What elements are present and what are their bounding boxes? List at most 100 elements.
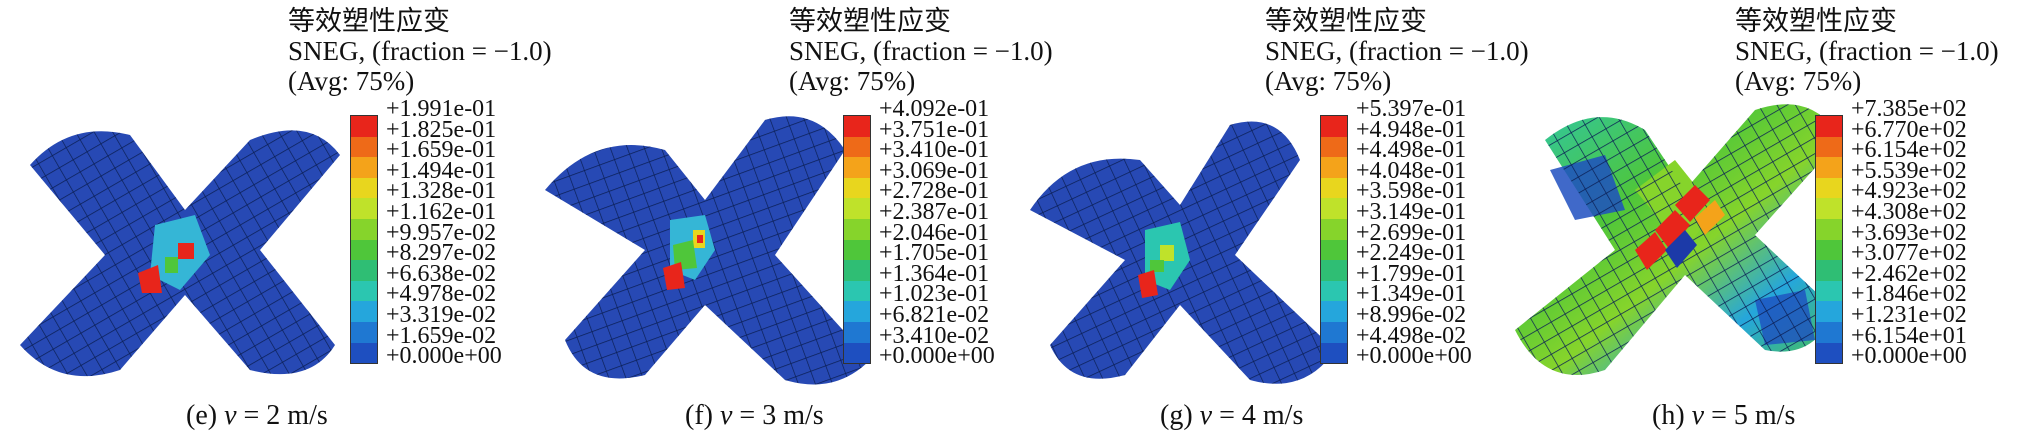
legend-swatch: [844, 177, 870, 199]
legend-swatch: [844, 280, 870, 302]
color-bar: [843, 115, 871, 365]
legend-swatch: [844, 239, 870, 261]
legend-tick-label: +6.638e-02: [386, 260, 497, 287]
panel-e: 等效塑性应变 SNEG, (fraction = −1.0) (Avg: 75%…: [0, 0, 552, 440]
legend-swatch: [1321, 239, 1347, 261]
caption: (e) v = 2 m/s: [186, 400, 328, 431]
legend-tick-label: +1.846e+02: [1851, 281, 1967, 308]
legend-swatch: [844, 342, 870, 364]
legend-swatch: [351, 116, 377, 137]
legend-tick-label: +1.349e-01: [1356, 281, 1467, 308]
legend-swatch: [351, 198, 377, 219]
legend-swatch: [1321, 136, 1347, 158]
legend-swatch: [351, 218, 377, 240]
legend-tick-label: +3.693e+02: [1851, 219, 1967, 246]
legend-swatch: [351, 301, 377, 322]
panel-g: 等效塑性应变 SNEG, (fraction = −1.0) (Avg: 75%…: [1010, 0, 1529, 440]
legend-swatch: [351, 177, 377, 199]
legend-tick-label: +5.397e-01: [1356, 96, 1467, 122]
legend-tick-label: +1.231e+02: [1851, 301, 1967, 328]
legend-swatch: [1816, 157, 1842, 178]
legend-swatch: [1321, 342, 1347, 364]
legend-tick-label: +1.659e-01: [386, 137, 497, 164]
legend-tick-label: +7.385e+02: [1851, 96, 1967, 122]
fea-model-image: [1030, 121, 1335, 384]
legend-tick-label: +3.319e-02: [386, 301, 497, 328]
legend-swatch: [351, 239, 377, 261]
legend-tick-label: +4.048e-01: [1356, 157, 1467, 184]
legend-tick-label: +3.410e-02: [879, 322, 990, 349]
legend-tick-labels: +1.991e-01 +1.825e-01 +1.659e-01 +1.494e-01…: [386, 96, 502, 370]
legend-tick-label: +3.149e-01: [1356, 198, 1467, 225]
legend-tick-label: +3.077e+02: [1851, 240, 1967, 267]
legend-variable: SNEG, (fraction = −1.0): [789, 36, 1053, 66]
color-bar: [350, 115, 378, 365]
legend-variable: SNEG, (fraction = −1.0): [1735, 36, 1999, 66]
legend-tick-labels: +7.385e+02 +6.770e+02 +6.154e+02 +5.539e+02…: [1851, 96, 1967, 368]
legend-swatch: [844, 136, 870, 158]
legend-tick-label: +1.328e-01: [386, 178, 497, 205]
legend-swatch: [844, 116, 870, 137]
legend-swatch: [844, 301, 870, 322]
legend-swatch: [351, 280, 377, 302]
legend-tick-label: +0.000e+00: [1356, 343, 1472, 370]
legend-tick-label: +3.410e-01: [879, 137, 990, 164]
legend-swatch: [1816, 136, 1842, 158]
legend-tick-label: +1.162e-01: [386, 198, 497, 225]
legend-tick-label: +4.498e-01: [1356, 137, 1467, 164]
legend-swatch: [844, 198, 870, 219]
legend-tick-label: +4.948e-01: [1356, 116, 1467, 143]
legend-tick-label: +2.046e-01: [879, 219, 990, 246]
caption: (g) v = 4 m/s: [1160, 400, 1304, 431]
legend-swatch: [844, 260, 870, 281]
fea-model-image: [545, 116, 870, 385]
legend-tick-label: +4.308e+02: [1851, 198, 1967, 225]
legend-tick-labels: +5.397e-01 +4.948e-01 +4.498e-01 +4.048e-01…: [1356, 96, 1472, 370]
legend-tick-label: +0.000e+00: [879, 343, 995, 370]
legend-swatch: [1321, 218, 1347, 240]
legend-swatch: [351, 342, 377, 364]
legend-avg: (Avg: 75%): [288, 66, 415, 96]
legend-tick-label: +1.364e-01: [879, 260, 990, 287]
legend-tick-label: +8.996e-02: [1356, 301, 1467, 328]
legend-tick-label: +6.154e+02: [1851, 137, 1967, 164]
legend-tick-label: +6.821e-02: [879, 301, 990, 328]
fea-model-image: [1515, 104, 1840, 376]
legend-tick-label: +1.991e-01: [386, 96, 497, 122]
legend-tick-label: +2.249e-01: [1356, 240, 1467, 267]
legend-tick-label: +3.751e-01: [879, 116, 990, 143]
caption: (h) v = 5 m/s: [1652, 400, 1796, 431]
color-bar: [1320, 115, 1348, 365]
legend-tick-label: +3.598e-01: [1356, 178, 1467, 205]
legend-swatch: [1816, 239, 1842, 261]
legend-swatch: [1321, 280, 1347, 302]
legend-swatch: [1321, 157, 1347, 178]
legend-avg: (Avg: 75%): [789, 66, 916, 96]
legend-swatch: [351, 157, 377, 178]
legend-swatch: [1816, 116, 1842, 137]
legend-tick-label: +2.462e+02: [1851, 260, 1967, 287]
legend-tick-label: +2.728e-01: [879, 178, 990, 205]
legend-tick-label: +1.494e-01: [386, 157, 497, 184]
legend-swatch: [351, 136, 377, 158]
legend-swatch: [844, 157, 870, 178]
caption: (f) v = 3 m/s: [685, 400, 824, 431]
legend-swatch: [1816, 177, 1842, 199]
fea-model-image: [20, 130, 340, 377]
legend-swatch: [1321, 301, 1347, 322]
legend-swatch: [351, 321, 377, 343]
legend-swatch: [1321, 321, 1347, 343]
color-bar: [1815, 115, 1843, 365]
legend-swatch: [351, 260, 377, 281]
panel-h: 等效塑性应变 SNEG, (fraction = −1.0) (Avg: 75%…: [1515, 0, 2021, 440]
legend-tick-label: +4.092e-01: [879, 96, 990, 122]
legend-tick-label: +1.023e-01: [879, 281, 990, 308]
legend-tick-label: +9.957e-02: [386, 219, 497, 246]
legend-tick-label: +4.923e+02: [1851, 178, 1967, 205]
legend-swatch: [1816, 301, 1842, 322]
legend-avg: (Avg: 75%): [1265, 66, 1392, 96]
legend-swatch: [1321, 198, 1347, 219]
legend-swatch: [1321, 260, 1347, 281]
legend-tick-label: +6.770e+02: [1851, 116, 1967, 143]
legend-tick-label: +0.000e+00: [386, 343, 502, 370]
